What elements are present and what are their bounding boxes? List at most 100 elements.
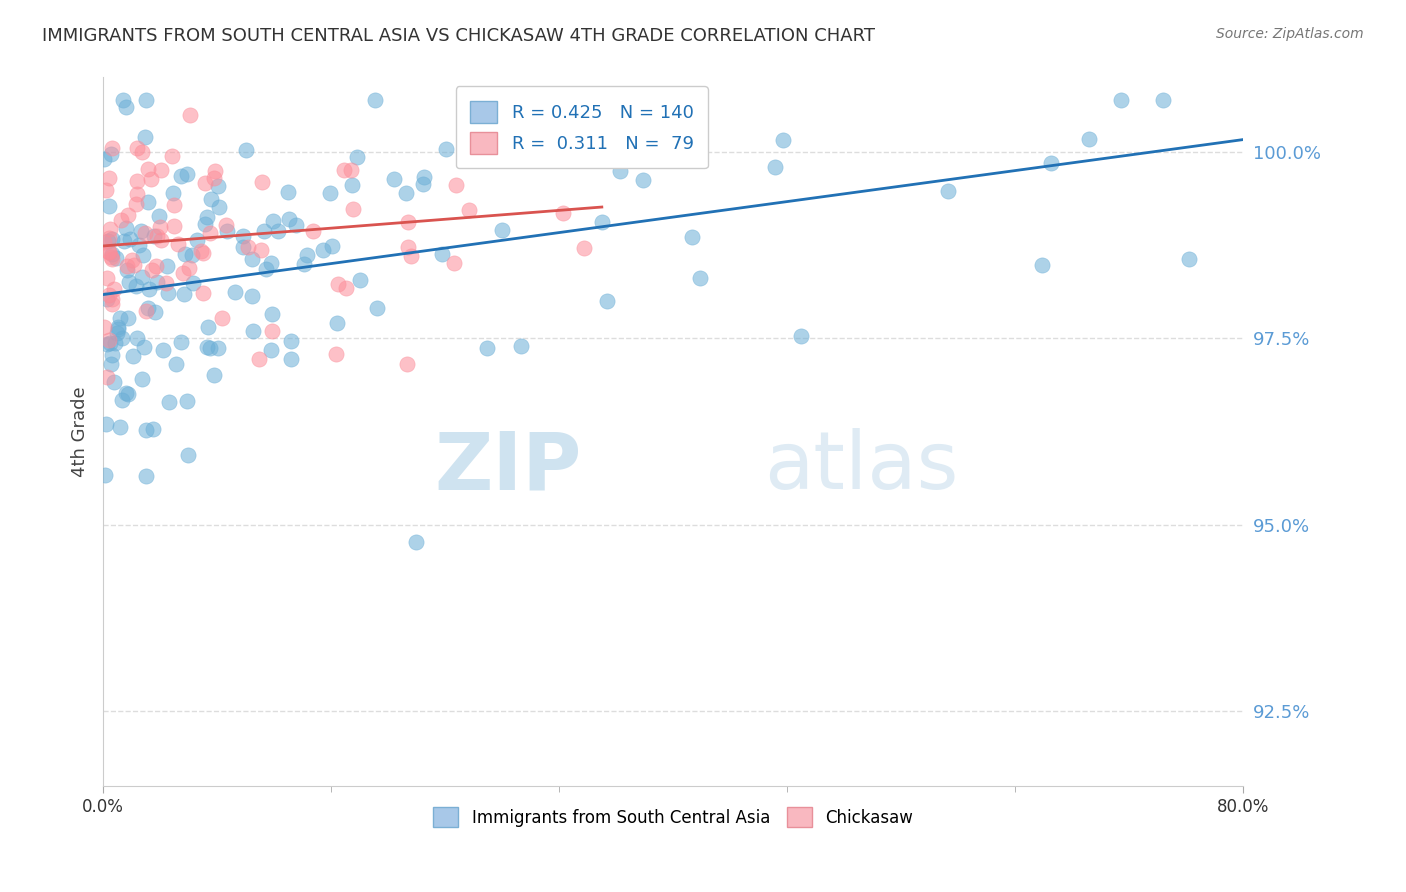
Point <box>117 275 139 289</box>
Point <box>101 348 124 362</box>
Point <box>145 259 167 273</box>
Point <box>129 224 152 238</box>
Point <box>191 285 214 300</box>
Point <box>596 294 619 309</box>
Point <box>208 200 231 214</box>
Point <box>772 133 794 147</box>
Point <box>134 227 156 241</box>
Point <box>207 179 229 194</box>
Point <box>134 129 156 144</box>
Point <box>97 199 120 213</box>
Point <box>120 231 142 245</box>
Point <box>482 132 505 146</box>
Point <box>176 167 198 181</box>
Point <box>413 169 436 184</box>
Point <box>100 297 122 311</box>
Point <box>98 222 121 236</box>
Point <box>93 320 115 334</box>
Point <box>101 246 124 260</box>
Point <box>292 257 315 271</box>
Point <box>491 223 513 237</box>
Point <box>125 278 148 293</box>
Point <box>100 357 122 371</box>
Point <box>173 286 195 301</box>
Point <box>211 311 233 326</box>
Point <box>115 221 138 235</box>
Point <box>235 143 257 157</box>
Point <box>240 289 263 303</box>
Point <box>145 228 167 243</box>
Point <box>101 292 124 306</box>
Point <box>681 229 703 244</box>
Point <box>177 448 200 462</box>
Point <box>97 288 120 302</box>
Point <box>340 178 363 192</box>
Point <box>115 263 138 277</box>
Point <box>96 292 118 306</box>
Point <box>136 194 159 209</box>
Point <box>349 273 371 287</box>
Point <box>405 535 427 549</box>
Point <box>96 370 118 384</box>
Point <box>446 178 468 192</box>
Point <box>134 340 156 354</box>
Point <box>121 349 143 363</box>
Point <box>115 386 138 401</box>
Point <box>98 230 121 244</box>
Point <box>117 311 139 326</box>
Point <box>156 259 179 273</box>
Point <box>260 325 283 339</box>
Point <box>689 271 711 285</box>
Point <box>93 152 115 166</box>
Point <box>382 172 405 186</box>
Point <box>131 270 153 285</box>
Point <box>301 224 323 238</box>
Point <box>96 337 118 351</box>
Point <box>165 357 187 371</box>
Point <box>150 163 173 178</box>
Point <box>396 357 419 371</box>
Legend: Immigrants from South Central Asia, Chickasaw: Immigrants from South Central Asia, Chic… <box>426 800 920 834</box>
Point <box>207 342 229 356</box>
Point <box>97 334 120 348</box>
Point <box>131 145 153 160</box>
Point <box>200 192 222 206</box>
Point <box>100 146 122 161</box>
Point <box>326 316 349 330</box>
Point <box>160 149 183 163</box>
Point <box>190 244 212 259</box>
Point <box>430 247 453 261</box>
Point <box>340 162 363 177</box>
Point <box>172 266 194 280</box>
Point <box>763 160 786 174</box>
Point <box>136 162 159 177</box>
Point <box>194 217 217 231</box>
Point <box>156 285 179 300</box>
Point <box>179 261 201 276</box>
Point <box>191 245 214 260</box>
Point <box>1152 93 1174 107</box>
Point <box>280 334 302 348</box>
Point <box>250 174 273 188</box>
Point <box>162 186 184 200</box>
Point <box>236 240 259 254</box>
Point <box>143 304 166 318</box>
Point <box>224 285 246 300</box>
Point <box>117 209 139 223</box>
Point <box>121 252 143 267</box>
Y-axis label: 4th Grade: 4th Grade <box>72 386 89 477</box>
Point <box>551 205 574 219</box>
Point <box>114 235 136 249</box>
Point <box>94 417 117 431</box>
Point <box>254 262 277 277</box>
Point <box>321 239 343 253</box>
Point <box>98 245 121 260</box>
Point <box>195 210 218 224</box>
Point <box>456 117 478 131</box>
Point <box>125 197 148 211</box>
Point <box>107 320 129 334</box>
Point <box>260 343 283 358</box>
Point <box>148 209 170 223</box>
Point <box>163 198 186 212</box>
Point <box>98 245 121 260</box>
